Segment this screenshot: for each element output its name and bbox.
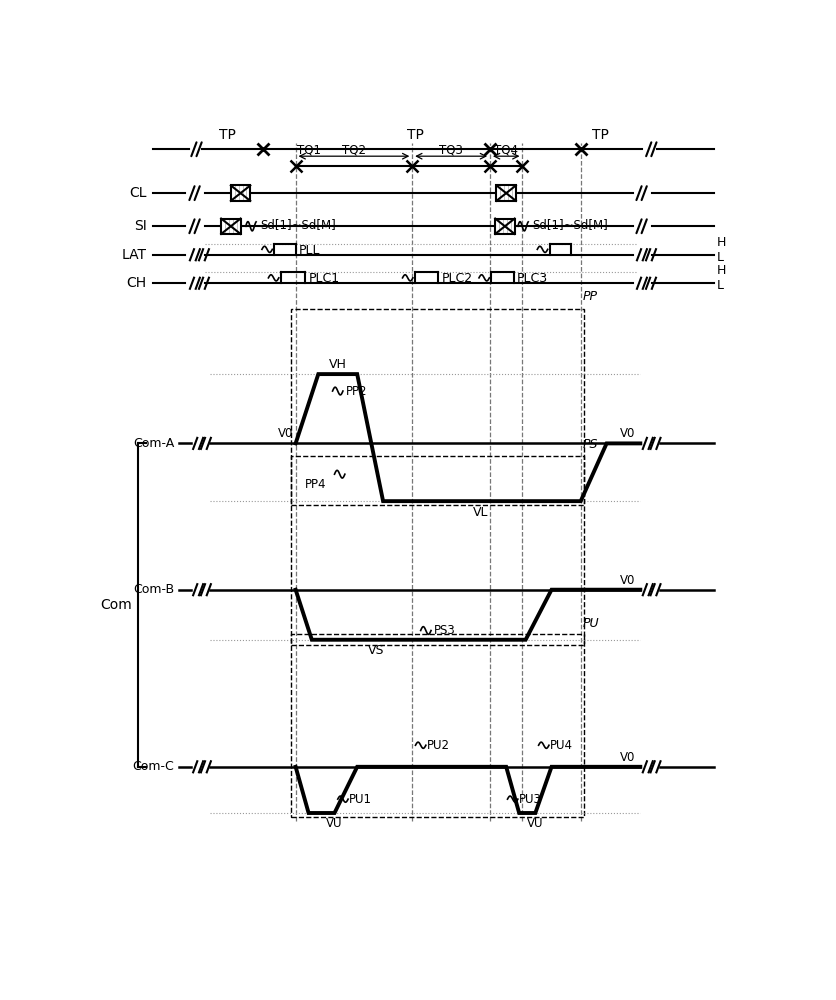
Text: H: H	[716, 264, 726, 277]
Text: TP: TP	[592, 128, 609, 142]
Text: TQ2: TQ2	[342, 143, 366, 156]
Text: PU2: PU2	[427, 739, 450, 752]
Text: PS3: PS3	[434, 624, 456, 637]
Text: VU: VU	[528, 817, 543, 830]
Text: Com-C: Com-C	[133, 760, 175, 773]
Text: VU: VU	[326, 817, 343, 830]
Text: TQ3: TQ3	[439, 143, 463, 156]
Text: H: H	[716, 236, 726, 249]
Text: Com-B: Com-B	[134, 583, 175, 596]
Bar	[291, 634, 584, 817]
Text: PP: PP	[583, 290, 598, 303]
FancyBboxPatch shape	[495, 219, 515, 234]
Text: Com: Com	[100, 598, 132, 612]
Text: L: L	[716, 251, 724, 264]
Text: TQ1: TQ1	[297, 144, 321, 157]
Text: L: L	[716, 279, 724, 292]
Text: PU3: PU3	[518, 793, 542, 806]
Bar	[291, 456, 584, 645]
FancyBboxPatch shape	[231, 185, 250, 201]
Text: V0: V0	[619, 751, 635, 764]
Text: CL: CL	[129, 186, 146, 200]
Text: V0: V0	[619, 574, 635, 587]
Text: VH: VH	[329, 358, 347, 371]
Text: PU1: PU1	[349, 793, 372, 806]
Text: SI: SI	[134, 219, 146, 233]
Text: CH: CH	[126, 276, 146, 290]
Text: PLC1: PLC1	[308, 272, 339, 285]
Text: Com-A: Com-A	[133, 437, 175, 450]
Text: Sd[1]~Sd[M]: Sd[1]~Sd[M]	[533, 218, 608, 231]
Text: PP4: PP4	[305, 478, 327, 491]
Text: TP: TP	[407, 128, 424, 142]
FancyBboxPatch shape	[221, 219, 241, 234]
Text: Sd[1]~Sd[M]: Sd[1]~Sd[M]	[260, 218, 336, 231]
Text: PLC3: PLC3	[517, 272, 548, 285]
Text: PU4: PU4	[549, 739, 573, 752]
Bar	[291, 309, 584, 505]
Text: VS: VS	[369, 644, 385, 657]
Text: PU: PU	[583, 617, 599, 630]
Text: TP: TP	[219, 128, 236, 142]
Text: TQ4: TQ4	[494, 143, 518, 156]
Text: VL: VL	[472, 506, 488, 519]
Text: LAT: LAT	[121, 248, 146, 262]
Text: PS: PS	[583, 438, 598, 451]
Text: V0: V0	[619, 427, 635, 440]
Text: PP2: PP2	[345, 385, 367, 398]
FancyBboxPatch shape	[497, 185, 516, 201]
Text: PLC2: PLC2	[441, 272, 472, 285]
Text: PLL: PLL	[299, 244, 320, 257]
Text: V0: V0	[278, 427, 293, 440]
